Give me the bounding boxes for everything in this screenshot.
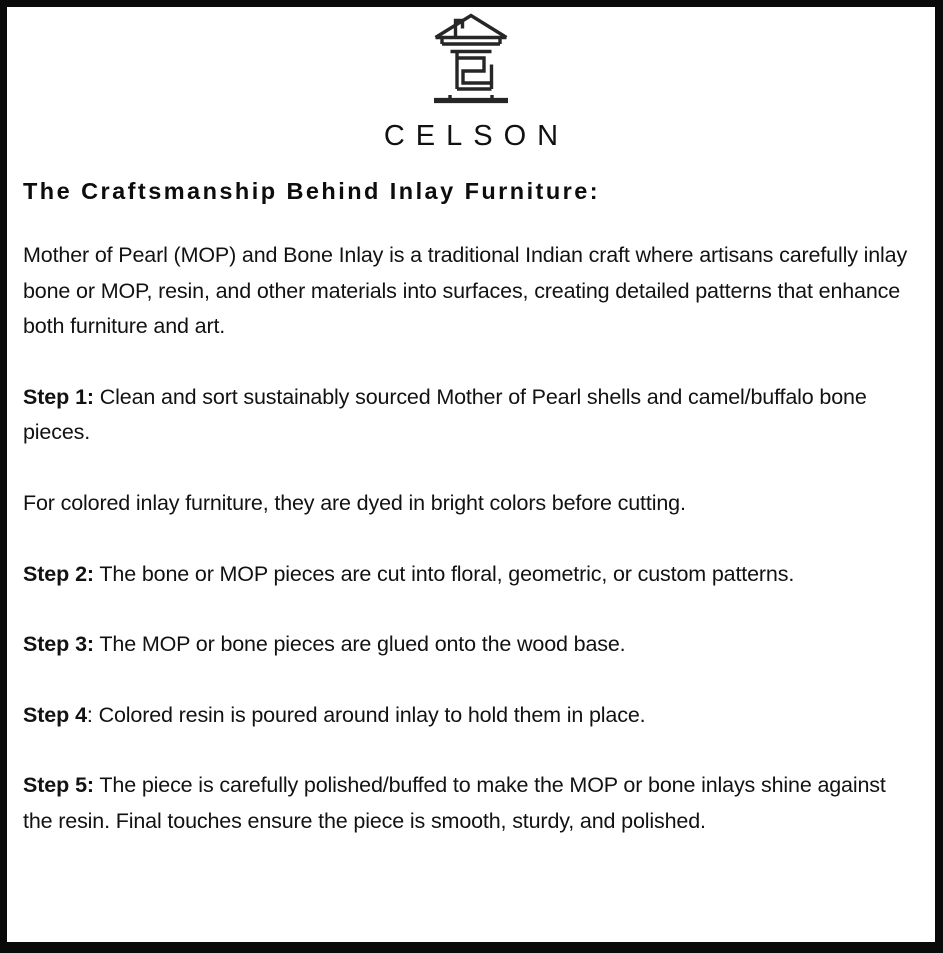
note-paragraph: For colored inlay furniture, they are dy… — [23, 490, 686, 515]
poster-content: CELSON The Craftsmanship Behind Inlay Fu… — [7, 7, 935, 942]
step-1-label: Step 1: — [23, 384, 94, 409]
brand-wordmark: CELSON — [383, 120, 570, 152]
step-4-label: Step 4 — [23, 702, 87, 727]
brand-header: CELSON — [16, 7, 926, 151]
article-body: Mother of Pearl (MOP) and Bone Inlay is … — [23, 238, 918, 840]
step-2-text: The bone or MOP pieces are cut into flor… — [93, 561, 795, 586]
step-3-label: Step 3: — [23, 632, 94, 657]
step-4-paragraph: Step 4: Colored resin is poured around i… — [23, 698, 918, 734]
step-1-paragraph: Step 1: Clean and sort sustainably sourc… — [23, 380, 918, 451]
step-2-label: Step 2: — [23, 561, 94, 586]
step-3-paragraph: Step 3: The MOP or bone pieces are glued… — [23, 627, 918, 663]
step-5-label: Step 5: — [23, 773, 94, 798]
step-5-text: The piece is carefully polished/buffed t… — [23, 773, 886, 833]
step-4-text: Colored resin is poured around inlay to … — [92, 702, 646, 727]
step-2-paragraph: Step 2: The bone or MOP pieces are cut i… — [23, 557, 918, 593]
step-3-text: The MOP or bone pieces are glued onto th… — [93, 632, 626, 657]
step-1-text: Clean and sort sustainably sourced Mothe… — [23, 384, 867, 445]
intro-paragraph: Mother of Pearl (MOP) and Bone Inlay is … — [23, 243, 908, 339]
house-temple-logo-icon — [434, 13, 508, 104]
page-title: The Craftsmanship Behind Inlay Furniture… — [23, 178, 601, 204]
step-5-paragraph: Step 5: The piece is carefully polished/… — [23, 768, 918, 839]
step-4-colon: : — [86, 702, 93, 727]
